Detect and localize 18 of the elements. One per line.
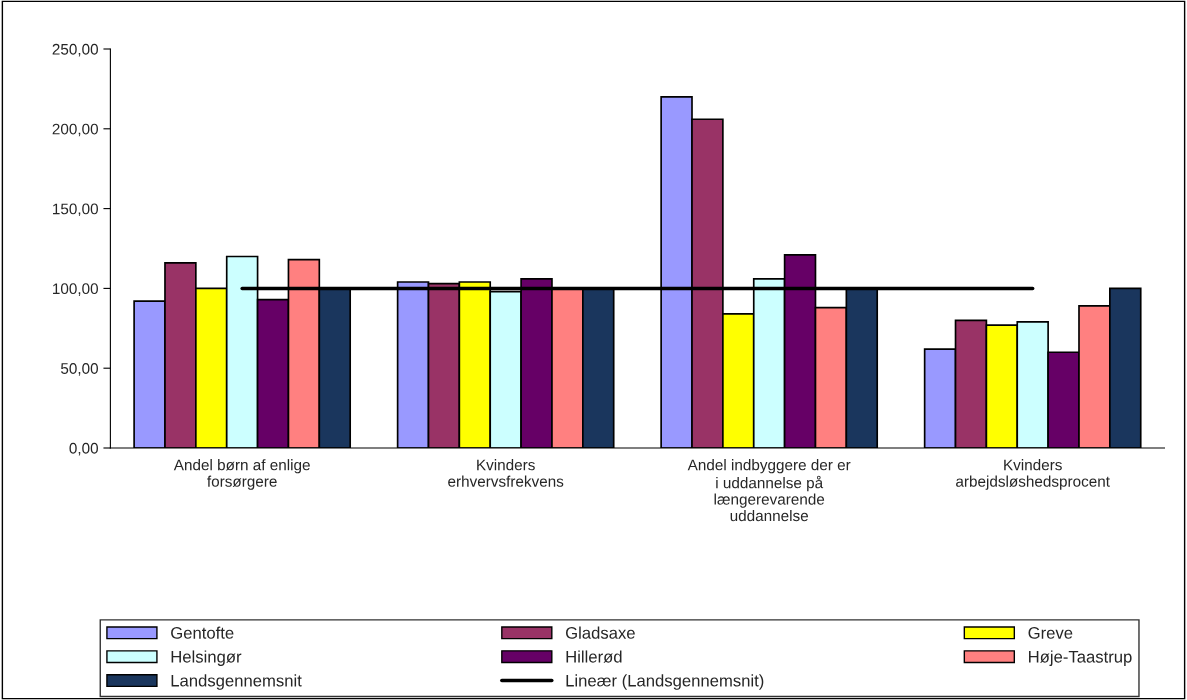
x-tick-label: Kvinders erhvervsfrekvens xyxy=(448,459,564,487)
y-tick-label: 150,00 xyxy=(53,203,98,217)
legend-label: Lineær (Landsgennemsnit) xyxy=(566,674,764,690)
y-tick-label: 200,00 xyxy=(52,123,98,137)
x-tick-label: Kvinders arbejdsløshedsprocent xyxy=(956,459,1110,490)
y-tick-label: 250,00 xyxy=(52,43,98,57)
x-tick-label: Andel børn af enlige forsørgere xyxy=(173,459,310,490)
legend-label: Gladsaxe xyxy=(565,626,635,639)
legend-label: Landsgennemsnit xyxy=(171,674,302,690)
legend-label: Hillerød xyxy=(566,650,622,663)
x-tick-label: Andel indbyggere der er i uddannelse på længerevarende uddannelse xyxy=(687,459,851,522)
legend-label: Greve xyxy=(1028,627,1073,639)
y-tick-label: 100,00 xyxy=(53,283,98,296)
y-tick-label: 0,00 xyxy=(69,442,98,456)
y-tick-label: 50,00 xyxy=(60,363,98,376)
legend-label: Helsingør xyxy=(171,650,242,666)
legend-label: Høje-Taastrup xyxy=(1029,650,1132,666)
legend-label: Gentofte xyxy=(171,626,234,639)
